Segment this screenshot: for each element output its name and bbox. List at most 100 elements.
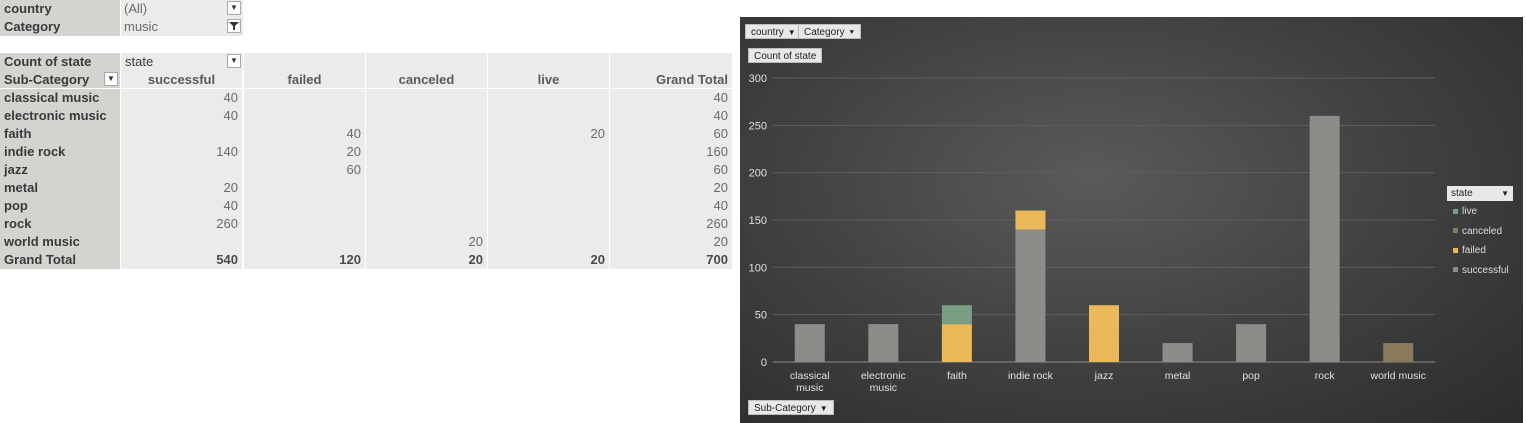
value-cell[interactable]: 20 bbox=[610, 233, 732, 251]
value-cell[interactable]: 260 bbox=[610, 215, 732, 233]
row-label[interactable]: jazz bbox=[0, 161, 120, 179]
row-label[interactable]: indie rock bbox=[0, 143, 120, 161]
legend-swatch bbox=[1453, 267, 1458, 273]
chart-value-label: Count of state bbox=[754, 51, 817, 62]
value-cell[interactable] bbox=[488, 233, 610, 251]
legend-swatch bbox=[1453, 228, 1458, 234]
value-cell[interactable]: 60 bbox=[610, 125, 732, 143]
value-cell[interactable] bbox=[121, 125, 243, 143]
table-row: world music 20 20 bbox=[0, 233, 732, 251]
legend-field-button[interactable]: state ▼ bbox=[1447, 186, 1513, 201]
value-cell[interactable] bbox=[366, 197, 488, 215]
value-cell[interactable] bbox=[366, 125, 488, 143]
value-cell[interactable]: 40 bbox=[610, 89, 732, 107]
table-row: indie rock 140 20 160 bbox=[0, 143, 732, 161]
chart-value-button[interactable]: Count of state bbox=[748, 48, 823, 63]
value-cell[interactable] bbox=[366, 161, 488, 179]
legend-swatch bbox=[1453, 247, 1458, 253]
value-cell[interactable]: 20 bbox=[610, 179, 732, 197]
value-cell[interactable]: 540 bbox=[121, 251, 243, 269]
value-cell[interactable]: 40 bbox=[244, 125, 366, 143]
value-cell[interactable]: 20 bbox=[366, 251, 488, 269]
row-label[interactable]: electronic music bbox=[0, 107, 120, 125]
dropdown-icon[interactable]: ▼ bbox=[227, 54, 241, 68]
value-cell[interactable]: 20 bbox=[488, 125, 610, 143]
header-blank bbox=[610, 53, 732, 71]
value-cell[interactable]: 160 bbox=[610, 143, 732, 161]
value-cell[interactable] bbox=[244, 179, 366, 197]
value-cell[interactable] bbox=[244, 215, 366, 233]
bar-successful bbox=[1309, 115, 1340, 362]
x-tick-label: music bbox=[796, 382, 823, 394]
value-cell[interactable]: 40 bbox=[610, 197, 732, 215]
bar-successful bbox=[1236, 324, 1267, 362]
value-cell[interactable] bbox=[121, 233, 243, 251]
row-label[interactable]: rock bbox=[0, 215, 120, 233]
dropdown-icon[interactable]: ▼ bbox=[227, 1, 241, 15]
value-cell[interactable]: 260 bbox=[121, 215, 243, 233]
value-cell[interactable]: 700 bbox=[610, 251, 732, 269]
row-label[interactable]: pop bbox=[0, 197, 120, 215]
grand-total-label[interactable]: Grand Total bbox=[0, 251, 120, 269]
value-cell[interactable]: 40 bbox=[121, 89, 243, 107]
row-label[interactable]: world music bbox=[0, 233, 120, 251]
value-cell[interactable] bbox=[488, 143, 610, 161]
y-tick-label: 150 bbox=[749, 215, 767, 227]
value-cell[interactable]: 40 bbox=[610, 107, 732, 125]
value-cell[interactable]: 60 bbox=[610, 161, 732, 179]
x-tick-label: world music bbox=[1370, 370, 1426, 382]
chart-filter-country-button[interactable]: country ▼ bbox=[745, 24, 802, 39]
value-cell[interactable] bbox=[244, 233, 366, 251]
value-cell[interactable] bbox=[488, 179, 610, 197]
value-cell[interactable] bbox=[488, 107, 610, 125]
value-cell[interactable]: 60 bbox=[244, 161, 366, 179]
value-cell[interactable]: 40 bbox=[121, 197, 243, 215]
value-cell[interactable] bbox=[366, 179, 488, 197]
value-cell[interactable]: 120 bbox=[244, 251, 366, 269]
table-row: faith 40 20 60 bbox=[0, 125, 732, 143]
x-tick-label: pop bbox=[1242, 370, 1260, 382]
column-field-header[interactable]: state ▼ bbox=[121, 53, 243, 71]
value-cell[interactable]: 140 bbox=[121, 143, 243, 161]
value-cell[interactable] bbox=[121, 161, 243, 179]
pivot-chart[interactable]: country ▼ Category ⯆ Count of state Sub-Ca… bbox=[740, 17, 1523, 423]
filter-value-country[interactable]: (All) ▼ bbox=[121, 0, 243, 18]
filter-value-category[interactable]: music bbox=[121, 18, 243, 36]
value-cell[interactable] bbox=[366, 215, 488, 233]
legend-item-failed: failed bbox=[1453, 244, 1486, 258]
value-cell[interactable]: 20 bbox=[366, 233, 488, 251]
column-header-failed: failed bbox=[244, 71, 366, 89]
legend-item-successful: successful bbox=[1453, 264, 1509, 278]
row-label[interactable]: faith bbox=[0, 125, 120, 143]
value-cell[interactable] bbox=[366, 107, 488, 125]
value-cell[interactable] bbox=[244, 89, 366, 107]
value-cell[interactable] bbox=[488, 89, 610, 107]
y-tick-label: 250 bbox=[749, 120, 767, 132]
bar-failed bbox=[1089, 305, 1119, 362]
value-cell[interactable] bbox=[244, 197, 366, 215]
value-cell[interactable] bbox=[488, 161, 610, 179]
row-field-header[interactable]: Sub-Category ▼ bbox=[0, 71, 120, 89]
value-cell[interactable] bbox=[244, 107, 366, 125]
dropdown-icon[interactable]: ▼ bbox=[104, 72, 118, 86]
value-cell[interactable] bbox=[488, 215, 610, 233]
pivot-header-row-2: Sub-Category ▼ successful failed cancele… bbox=[0, 71, 732, 89]
legend-title: state bbox=[1451, 188, 1473, 199]
value-cell[interactable] bbox=[366, 89, 488, 107]
value-cell[interactable]: 20 bbox=[244, 143, 366, 161]
filter-icon[interactable] bbox=[227, 19, 241, 33]
value-cell[interactable] bbox=[488, 197, 610, 215]
row-label[interactable]: metal bbox=[0, 179, 120, 197]
x-tick-label: classical bbox=[790, 370, 830, 382]
x-tick-label: metal bbox=[1165, 370, 1191, 382]
table-row: electronic music 40 40 bbox=[0, 107, 732, 125]
table-row: metal 20 20 bbox=[0, 179, 732, 197]
bar-successful bbox=[1162, 343, 1193, 362]
chart-filter-category-button[interactable]: Category ⯆ bbox=[798, 24, 861, 39]
value-cell[interactable] bbox=[366, 143, 488, 161]
value-cell[interactable]: 40 bbox=[121, 107, 243, 125]
value-cell[interactable]: 20 bbox=[121, 179, 243, 197]
chart-axis-button[interactable]: Sub-Category ▼ bbox=[748, 400, 834, 415]
value-cell[interactable]: 20 bbox=[488, 251, 610, 269]
row-label[interactable]: classical music bbox=[0, 89, 120, 107]
